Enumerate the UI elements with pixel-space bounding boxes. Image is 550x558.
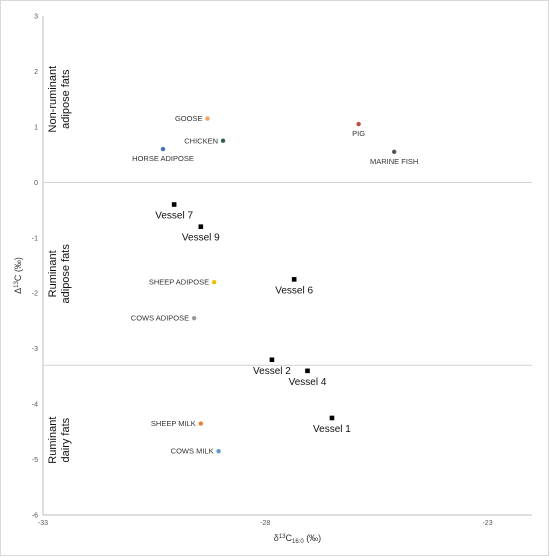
- y-tick-label: 2: [34, 69, 38, 76]
- y-tick-label: 0: [34, 180, 38, 187]
- reference-point-label: MARINE FISH: [370, 157, 418, 166]
- vessel-point-label: Vessel 4: [289, 377, 327, 388]
- region-label-line: Ruminant: [47, 417, 59, 464]
- reference-point-label: COWS MILK: [171, 447, 214, 456]
- vessel-point-label: Vessel 9: [182, 233, 220, 244]
- reference-point-label: CHICKEN: [184, 136, 218, 145]
- region-label-line: adipose fats: [60, 244, 72, 304]
- region-label: Ruminant dairy fats: [47, 417, 72, 464]
- vessel-point: [198, 224, 204, 229]
- x-axis-label-unit: (‰): [304, 533, 322, 543]
- reference-point-label: SHEEP MILK: [151, 419, 196, 428]
- region-label: Ruminant adipose fats: [47, 244, 72, 304]
- region-label-line: dairy fats: [60, 417, 72, 462]
- y-tick-label: -6: [32, 513, 38, 520]
- x-axis-label-sub: 16:0: [292, 539, 304, 545]
- region-label-line: Non-ruminant: [47, 66, 59, 133]
- reference-point: [160, 146, 166, 152]
- y-tick-label: -1: [32, 235, 38, 242]
- reference-point: [391, 149, 397, 155]
- reference-points-group: GOOSE CHICKEN HORSE ADIPOSE PIG MARINE FISH S…: [131, 114, 419, 456]
- vessel-point: [171, 202, 177, 207]
- region-label-line: adipose fats: [60, 69, 72, 129]
- reference-point-label: PIG: [352, 129, 365, 138]
- x-axis-label: δ13C16:0 (‰): [274, 533, 321, 545]
- vessel-point: [329, 415, 335, 421]
- y-axis-label-sup: 13: [14, 280, 20, 287]
- region-label-line: Ruminant: [47, 250, 59, 297]
- x-axis-label-sup: 13: [279, 534, 286, 540]
- reference-point-label: HORSE ADIPOSE: [132, 154, 194, 163]
- vessel-point-label: Vessel 6: [275, 285, 313, 296]
- vessel-point: [291, 277, 297, 282]
- tick-labels-group: -6 -5 -4 -3 -2 -1 0 1 2 3 -33 -28 -23: [32, 14, 493, 528]
- region-label: Non-ruminant adipose fats: [47, 66, 72, 133]
- axes-group: [42, 16, 532, 516]
- axis-labels-group: δ13C16:0 (‰)Δ13C (‰): [13, 257, 321, 545]
- y-tick-label: -4: [32, 402, 38, 409]
- x-tick-label: -28: [260, 520, 270, 527]
- y-tick-label: -3: [32, 346, 38, 353]
- y-tick-label: -2: [32, 291, 38, 298]
- reference-point-label: COWS ADIPOSE: [131, 314, 189, 323]
- y-axis-label-rest: C (‰): [13, 257, 23, 281]
- reference-point-label: GOOSE: [175, 114, 203, 123]
- reference-point: [220, 138, 226, 143]
- x-tick-label: -33: [38, 520, 48, 527]
- reference-point: [205, 116, 210, 121]
- reference-point: [211, 279, 217, 285]
- reference-point: [356, 121, 361, 127]
- vessel-point-label: Vessel 7: [155, 211, 193, 222]
- x-axis-label-main: δ: [274, 533, 279, 543]
- y-axis-label-main: Δ: [13, 288, 23, 294]
- y-tick-label: -5: [32, 457, 38, 464]
- y-axis-label: Δ13C (‰): [13, 257, 23, 294]
- reference-point-label: SHEEP ADIPOSE: [149, 278, 209, 287]
- vessel-point: [269, 357, 275, 363]
- vessel-point: [305, 368, 310, 374]
- reference-point: [198, 421, 204, 426]
- x-axis-label-rest: C: [286, 533, 293, 543]
- reference-point: [191, 315, 197, 321]
- y-tick-label: 1: [34, 124, 38, 131]
- x-tick-label: -23: [482, 520, 492, 527]
- reference-point: [216, 449, 221, 454]
- vessel-point-label: Vessel 1: [313, 424, 351, 435]
- vessel-point-label: Vessel 2: [253, 366, 291, 377]
- y-tick-label: 3: [34, 14, 38, 21]
